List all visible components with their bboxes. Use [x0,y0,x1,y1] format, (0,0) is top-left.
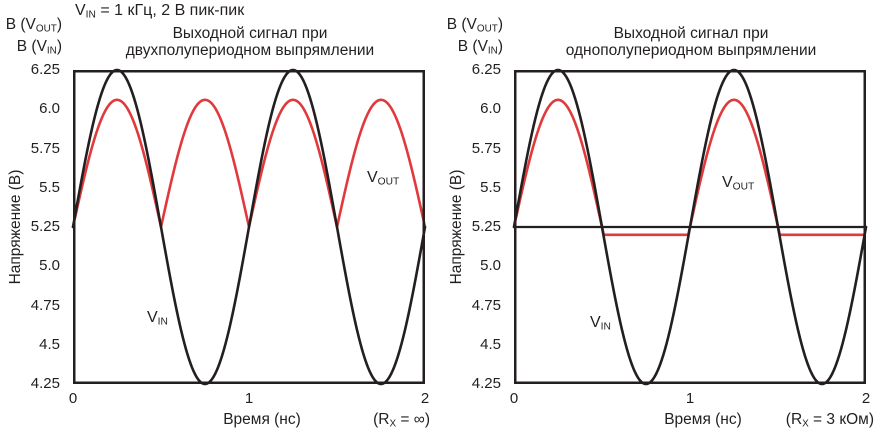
y-unit-label-vout: В (VOUT) [5,16,62,35]
chart-fullwave-rectification: В (VOUT) В (VIN) Выходной сигнал при дву… [0,14,430,430]
y-tick-label: 4.25 [471,375,501,392]
y-tick-label: 4.25 [30,375,60,392]
x-tick-label: 0 [509,390,519,407]
x-tick-label: 1 [685,390,695,407]
y-tick-label: 6.25 [471,61,501,78]
plot-frame [73,70,425,384]
curve-label-vout: VOUT [367,169,400,188]
y-axis-label: Напряжение (В) [448,169,465,285]
chart-title-line2: двухполупериодном выпрямлении [125,41,375,59]
y-unit-labels: В (VOUT) В (VIN) [441,14,503,58]
plot-canvas [71,68,427,386]
y-tick-label: 6.0 [39,100,60,118]
x-tick-label: 1 [244,390,254,407]
chart-title-line1: Выходной сигнал при [613,25,769,42]
curve-vout [71,98,427,229]
chart-halfwave-rectification: В (VOUT) В (VIN) Выходной сигнал при одн… [441,0,881,438]
y-tick-label: 4.5 [480,335,501,353]
y-unit-label-vin: В (VIN) [457,38,503,57]
input-signal-spec: VIN = 1 кГц, 2 В пик-пик [75,2,245,21]
curve-label-vin: VIN [147,309,168,328]
plot-frame [514,70,866,384]
curve-label-vin: VIN [590,314,611,333]
y-tick-label: 6.0 [480,100,501,118]
curve-vin [512,68,868,386]
x-tick-label: 2 [420,390,430,407]
chart-title: Выходной сигнал при однополупериодном вы… [526,25,856,59]
y-unit-labels: В (VOUT) В (VIN) [0,14,62,58]
x-axis-label: Время (нс) [223,411,301,428]
plot-canvas [512,68,868,386]
y-axis-label: Напряжение (В) [7,169,24,285]
curve-vin [71,68,427,386]
x-tick-label: 2 [861,390,871,407]
chart-title: Выходной сигнал при двухполупериодном вы… [85,25,415,59]
y-unit-label-vout: В (VOUT) [446,16,503,35]
x-tick-label: 0 [68,390,78,407]
plot-area [512,68,868,386]
plot-area [71,68,427,386]
chart-title-line1: Выходной сигнал при [172,25,328,42]
chart-title-line2: однополупериодном выпрямлении [565,41,817,59]
y-unit-label-vin: В (VIN) [16,38,62,57]
curve-vout [512,98,868,237]
load-condition-label: (RX = ∞) [373,411,430,430]
y-tick-label: 6.25 [30,61,60,78]
y-tick-label: 4.5 [39,335,60,353]
x-axis-label: Время (нс) [664,411,742,428]
load-condition-label: (RX = 3 кОм) [785,411,874,430]
curve-label-vout: VOUT [722,174,755,193]
